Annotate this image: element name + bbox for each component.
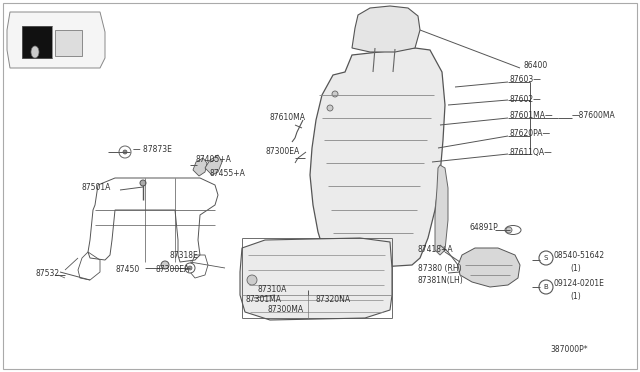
Circle shape xyxy=(332,91,338,97)
Text: 64891P: 64891P xyxy=(470,224,499,232)
Circle shape xyxy=(327,105,333,111)
Text: 87300MA: 87300MA xyxy=(268,305,304,314)
Text: B: B xyxy=(543,284,548,290)
Text: (1): (1) xyxy=(570,263,580,273)
Text: 87381N(LH): 87381N(LH) xyxy=(418,276,464,285)
Text: 87301MA: 87301MA xyxy=(245,295,281,305)
Text: 87320NA: 87320NA xyxy=(315,295,350,305)
Circle shape xyxy=(140,180,146,186)
Polygon shape xyxy=(193,158,207,176)
Text: 08540-51642: 08540-51642 xyxy=(554,250,605,260)
Text: 87603—: 87603— xyxy=(510,76,542,84)
Ellipse shape xyxy=(505,225,521,234)
Circle shape xyxy=(188,266,192,270)
Circle shape xyxy=(539,251,553,265)
Polygon shape xyxy=(7,12,105,68)
Circle shape xyxy=(119,146,131,158)
Text: 87300EA: 87300EA xyxy=(266,148,300,157)
Text: (1): (1) xyxy=(570,292,580,301)
Text: 86400: 86400 xyxy=(524,61,548,70)
Polygon shape xyxy=(22,26,52,58)
Text: —87600MA: —87600MA xyxy=(572,112,616,121)
Polygon shape xyxy=(435,165,448,255)
Text: 87450: 87450 xyxy=(115,266,140,275)
Text: 87300EA: 87300EA xyxy=(155,266,189,275)
Text: 87380 (RH): 87380 (RH) xyxy=(418,263,461,273)
Text: 87532: 87532 xyxy=(36,269,60,278)
Circle shape xyxy=(247,275,257,285)
Circle shape xyxy=(161,261,169,269)
Text: 87405+A: 87405+A xyxy=(195,155,231,164)
Polygon shape xyxy=(205,155,222,175)
Circle shape xyxy=(539,280,553,294)
Text: — 87873E: — 87873E xyxy=(133,145,172,154)
Polygon shape xyxy=(310,48,445,270)
Polygon shape xyxy=(55,30,82,56)
Text: S: S xyxy=(544,255,548,261)
Text: 87418+A: 87418+A xyxy=(418,246,454,254)
Polygon shape xyxy=(458,248,520,287)
Text: 87318E: 87318E xyxy=(170,250,199,260)
Text: 87602—: 87602— xyxy=(510,94,541,103)
Text: 87455+A: 87455+A xyxy=(210,170,246,179)
Text: 387000P*: 387000P* xyxy=(550,346,588,355)
Ellipse shape xyxy=(31,46,39,58)
Circle shape xyxy=(506,227,512,233)
Text: 87601MA—: 87601MA— xyxy=(510,112,554,121)
Text: 87310A: 87310A xyxy=(257,285,286,295)
Text: 87501A: 87501A xyxy=(82,183,111,192)
Text: 87611QA—: 87611QA— xyxy=(510,148,553,157)
Text: 87610MA: 87610MA xyxy=(270,113,306,122)
Circle shape xyxy=(123,150,127,154)
Text: 09124-0201E: 09124-0201E xyxy=(554,279,605,288)
Text: 87620PA—: 87620PA— xyxy=(510,129,551,138)
Polygon shape xyxy=(352,6,420,52)
Circle shape xyxy=(185,263,195,273)
Polygon shape xyxy=(240,238,392,320)
